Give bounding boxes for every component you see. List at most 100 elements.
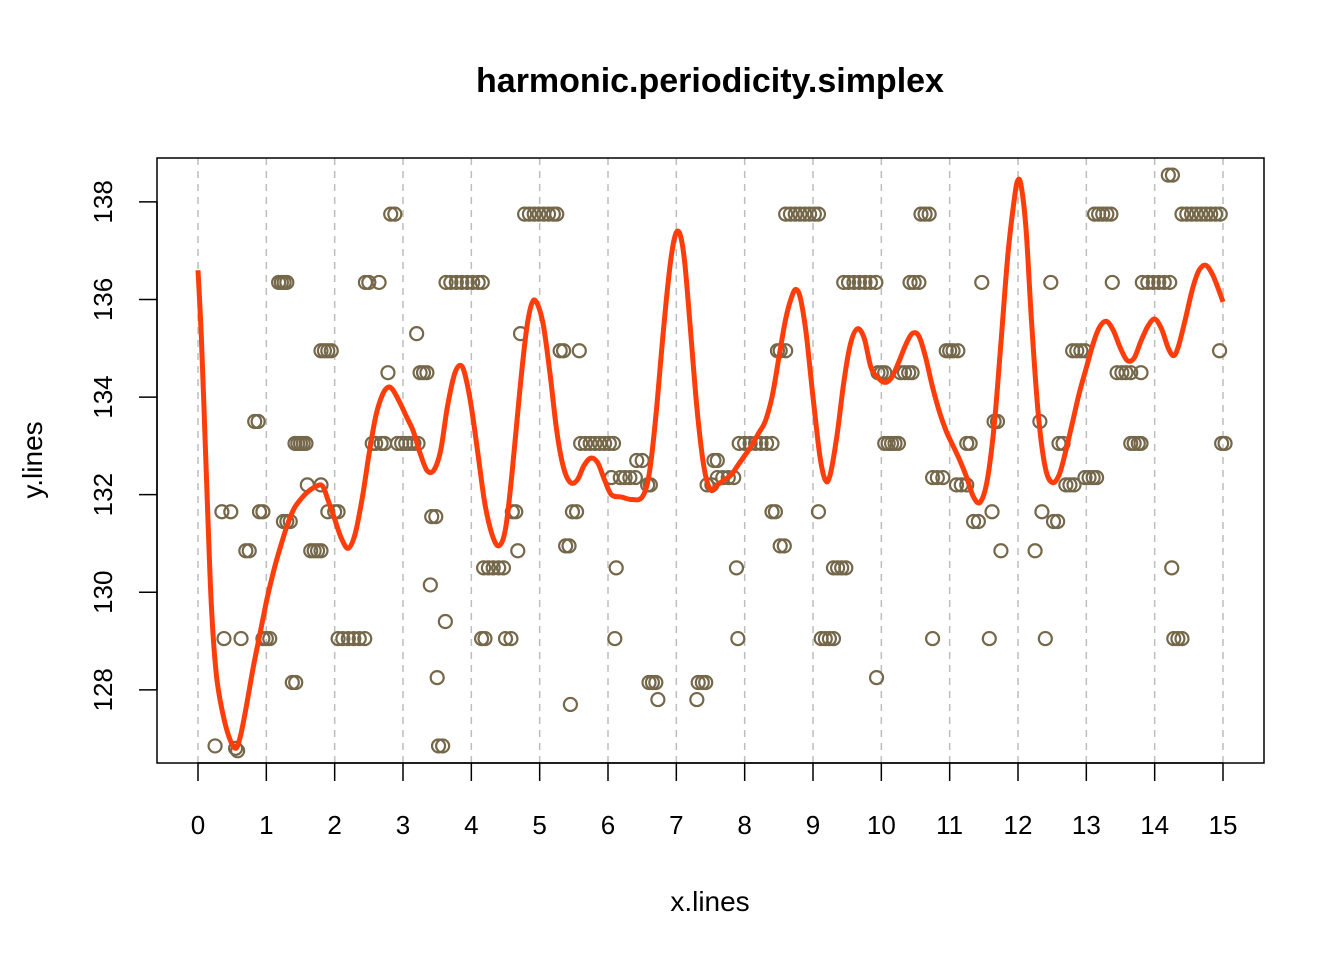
data-point (962, 435, 978, 452)
data-point (608, 560, 624, 576)
data-point (1126, 435, 1142, 452)
data-point (540, 206, 557, 222)
data-point (430, 738, 447, 754)
x-tick-label: 9 (806, 810, 820, 840)
data-point (728, 560, 745, 576)
data-point (851, 274, 868, 291)
x-tick-label: 2 (327, 810, 341, 840)
data-point (605, 435, 622, 452)
data-point (380, 365, 396, 381)
data-point (371, 274, 387, 291)
data-point (503, 630, 519, 647)
data-point (485, 560, 501, 576)
data-point (810, 206, 827, 222)
series-line (195, 176, 1226, 751)
data-point (1133, 435, 1149, 452)
data-point (929, 469, 945, 486)
data-point (383, 206, 399, 222)
data-point (1193, 206, 1209, 222)
data-point (435, 738, 451, 754)
data-point (1104, 274, 1120, 291)
data-point (1114, 365, 1130, 381)
data-point (1103, 206, 1119, 222)
data-point (1183, 206, 1200, 222)
data-point (568, 504, 585, 520)
data-point (904, 365, 920, 381)
data-point (216, 630, 232, 647)
data-point (622, 469, 638, 486)
data-point (650, 691, 666, 708)
data-point (838, 560, 854, 576)
data-point (1174, 206, 1190, 222)
data-point (924, 469, 941, 486)
data-point (993, 543, 1009, 559)
data-point (521, 206, 538, 222)
data-point (476, 560, 492, 576)
data-point (298, 435, 314, 452)
x-tick-label: 3 (396, 810, 410, 840)
data-point (906, 274, 922, 291)
data-point (1034, 504, 1050, 520)
data-point (1062, 477, 1078, 493)
data-point (1045, 513, 1062, 530)
data-point (1118, 365, 1134, 381)
data-point (1140, 274, 1156, 291)
data-point (709, 452, 725, 469)
data-point (361, 274, 377, 291)
x-tick-label: 4 (464, 810, 478, 840)
data-point (730, 630, 746, 647)
data-point (720, 469, 736, 486)
data-point (778, 206, 794, 222)
data-point (1170, 630, 1186, 647)
y-axis-label: y.lines (17, 421, 48, 498)
data-point (571, 343, 587, 359)
data-point (764, 435, 780, 452)
x-tick-label: 5 (532, 810, 546, 840)
data-point (346, 630, 362, 647)
data-point (351, 630, 367, 647)
data-point (821, 630, 838, 647)
data-point (262, 630, 278, 647)
data-point (974, 274, 990, 291)
data-point (409, 326, 425, 342)
data-point (510, 543, 526, 559)
data-point (890, 435, 907, 452)
data-point (555, 343, 572, 359)
data-point (792, 206, 808, 222)
data-point (935, 469, 951, 486)
data-point (549, 206, 565, 222)
y-tick-label: 134 (88, 375, 118, 418)
x-tick-label: 1 (259, 810, 273, 840)
data-point (758, 435, 775, 452)
data-point (1050, 513, 1066, 530)
data-point (1043, 274, 1059, 291)
x-axis: 0 1 2 3 4 5 6 7 8 9 10 11 12 13 14 15 (191, 762, 1237, 840)
x-tick-label: 0 (191, 810, 205, 840)
data-point (526, 206, 542, 222)
x-tick-label: 7 (669, 810, 683, 840)
data-point (340, 630, 356, 647)
x-tick-label: 11 (936, 810, 963, 840)
data-point (1081, 469, 1097, 486)
data-point (911, 274, 927, 291)
x-axis-label: x.lines (670, 886, 749, 917)
data-point (241, 543, 257, 559)
data-point (689, 691, 705, 708)
data-point (806, 206, 822, 222)
data-point (1037, 630, 1053, 647)
data-point (612, 469, 628, 486)
data-point (1212, 206, 1228, 222)
data-point (772, 538, 788, 554)
data-point (787, 206, 803, 222)
data-point (1095, 206, 1111, 222)
data-point (207, 738, 223, 754)
data-point (825, 630, 842, 647)
data-point (857, 274, 873, 291)
data-point (1164, 560, 1180, 576)
data-point (617, 469, 633, 486)
data-point (424, 509, 440, 525)
data-point (1099, 206, 1115, 222)
data-point (330, 630, 346, 647)
data-point (810, 504, 827, 520)
data-point (437, 613, 453, 630)
